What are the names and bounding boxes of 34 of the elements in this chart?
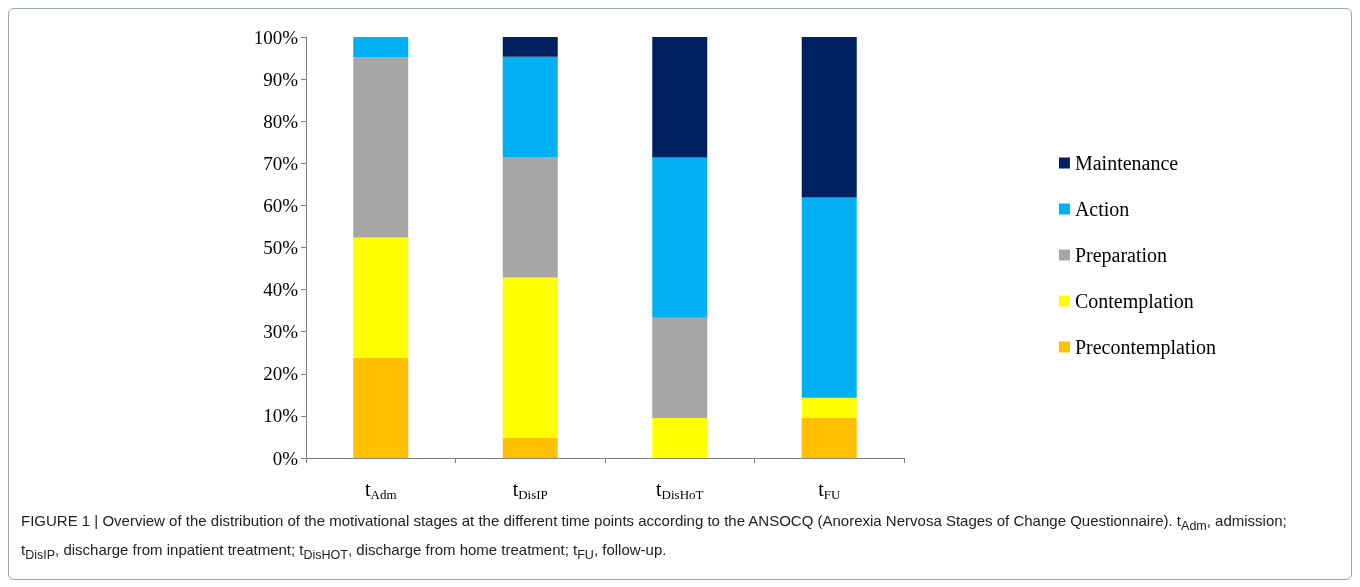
text: FIGURE 1 | Overview of the distribution of the motivational stages at the different time points according to the ANSOCQ (Anorexia Nervosa Stages of Change Questionnaire). t$_{Adm}$, admission; t$_{DisIP}$, discharge from inpatient treatment; t$_{DisHOT}$, discharge from home treatment; t$_{FU}$, follow-up.	[21, 512, 1287, 562]
y-tick-label: 30%	[263, 321, 299, 343]
bar	[353, 237, 409, 358]
bar	[801, 37, 857, 198]
y-tick-label: 40%	[263, 279, 299, 301]
bar	[502, 156, 558, 278]
bar	[652, 37, 708, 158]
bar	[353, 357, 409, 458]
y-tick-label: 0%	[272, 447, 299, 469]
y-tick-label: 60%	[263, 194, 299, 216]
y-tick-label: 90%	[263, 68, 299, 90]
bar	[502, 437, 558, 458]
bar	[652, 157, 708, 318]
y-tick-label: 20%	[263, 363, 299, 385]
bar	[353, 57, 409, 238]
y-tick-label: 10%	[263, 405, 299, 427]
bar	[502, 56, 558, 157]
bar	[801, 197, 857, 398]
legend-label: Preparation	[1074, 244, 1168, 267]
y-tick-label: 50%	[263, 237, 299, 258]
legend-label: Precontemplation	[1074, 336, 1216, 359]
bar	[502, 277, 558, 438]
bar	[502, 37, 558, 57]
bar	[652, 317, 708, 419]
bar	[353, 37, 409, 58]
bar	[652, 418, 708, 458]
bar	[801, 397, 857, 419]
bar	[801, 418, 857, 458]
legend-label: Contemplation	[1074, 290, 1194, 313]
legend-label: Maintenance	[1074, 152, 1179, 174]
y-tick-label: 70%	[263, 152, 299, 174]
legend-label: Action	[1074, 198, 1130, 220]
y-tick-label: 100%	[253, 26, 299, 48]
y-tick-label: 80%	[263, 110, 299, 132]
